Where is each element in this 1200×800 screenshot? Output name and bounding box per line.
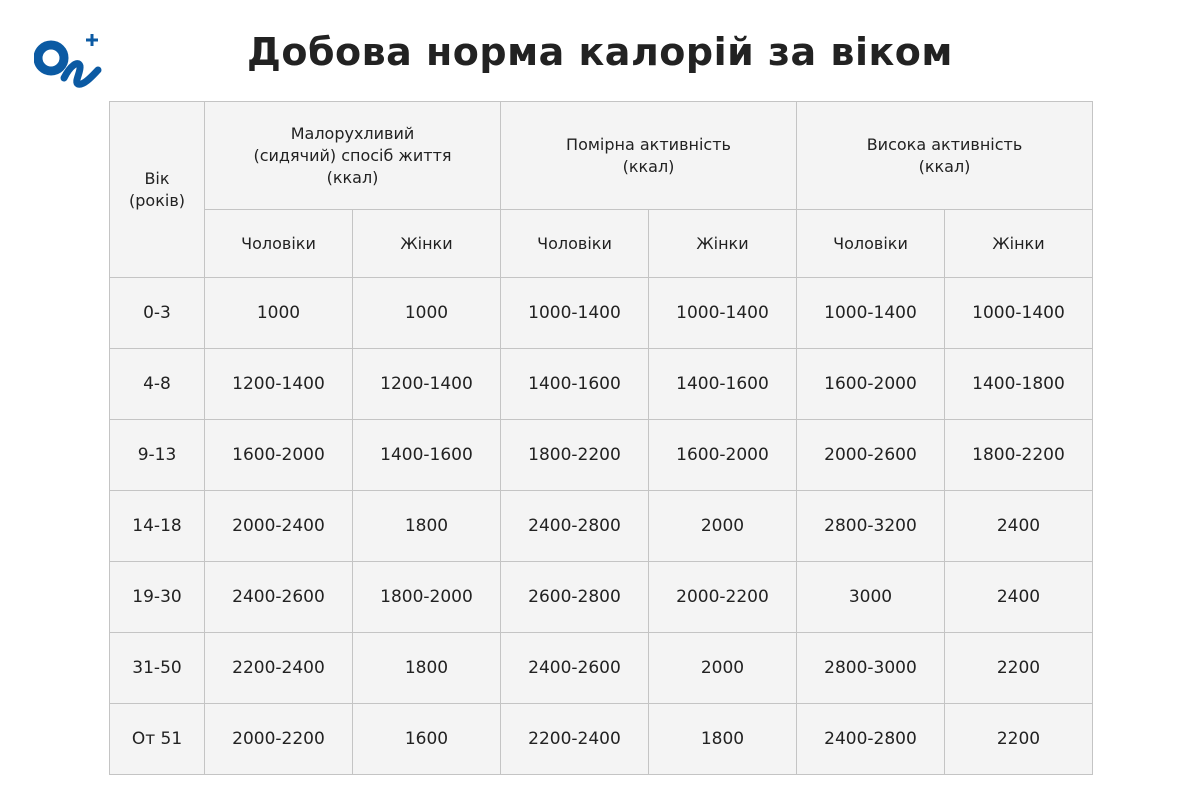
sex-header: Жінки [648,209,797,278]
age-cell: 4-8 [109,348,205,420]
table-row: 0-3 1000 1000 1000-1400 1000-1400 1000-1400 10… [109,277,1093,349]
calorie-cell: 1800-2000 [352,561,501,633]
age-cell: 14-18 [109,490,205,562]
calorie-cell: 2000 [648,490,797,562]
calorie-cell: 1000-1400 [500,277,649,349]
calorie-cell: 1600-2000 [204,419,353,491]
calorie-cell: 1800-2200 [944,419,1093,491]
sex-header: Жінки [352,209,501,278]
calorie-cell: 1000 [352,277,501,349]
calorie-cell: 1600 [352,703,501,775]
calorie-cell: 2200 [944,632,1093,704]
sex-header: Жінки [944,209,1093,278]
age-cell: От 51 [109,703,205,775]
table-row: 31-50 2200-2400 1800 2400-2600 2000 2800-3000… [109,632,1093,704]
calorie-cell: 2200 [944,703,1093,775]
table-row: От 51 2000-2200 1600 2200-2400 1800 2400-2800… [109,703,1093,775]
calorie-cell: 1400-1600 [500,348,649,420]
calorie-cell: 2800-3000 [796,632,945,704]
calorie-cell: 1200-1400 [352,348,501,420]
calorie-cell: 2000-2400 [204,490,353,562]
calorie-cell: 1600-2000 [796,348,945,420]
calorie-cell: 2400 [944,561,1093,633]
age-cell: 31-50 [109,632,205,704]
calorie-cell: 1800 [352,490,501,562]
calorie-cell: 1400-1600 [648,348,797,420]
calorie-cell: 2200-2400 [500,703,649,775]
logo [34,34,102,88]
sex-header: Чоловіки [204,209,353,278]
age-header: Вік (років) [109,101,205,278]
sex-header: Чоловіки [500,209,649,278]
table-row: 19-30 2400-2600 1800-2000 2600-2800 2000-220… [109,561,1093,633]
calorie-cell: 1400-1600 [352,419,501,491]
age-cell: 19-30 [109,561,205,633]
calorie-cell: 2000-2200 [204,703,353,775]
calorie-cell: 2400-2600 [500,632,649,704]
calorie-cell: 1600-2000 [648,419,797,491]
calorie-cell: 2400-2600 [204,561,353,633]
calorie-cell: 2400-2800 [796,703,945,775]
calorie-cell: 1000 [204,277,353,349]
calorie-cell: 2000 [648,632,797,704]
calorie-cell: 1000-1400 [648,277,797,349]
table-row: 9-13 1600-2000 1400-1600 1800-2200 1600-2000… [109,419,1093,491]
calorie-cell: 1800-2200 [500,419,649,491]
calorie-cell: 2400-2800 [500,490,649,562]
sex-header: Чоловіки [796,209,945,278]
age-cell: 9-13 [109,419,205,491]
group-header-high: Висока активність (ккал) [796,101,1093,210]
calorie-cell: 1800 [648,703,797,775]
age-cell: 0-3 [109,277,205,349]
calorie-cell: 2000-2600 [796,419,945,491]
calorie-cell: 2800-3200 [796,490,945,562]
table-row: 4-8 1200-1400 1200-1400 1400-1600 1400-1600 1… [109,348,1093,420]
calorie-cell: 2000-2200 [648,561,797,633]
page-title: Добова норма калорій за віком [247,30,953,74]
calorie-cell: 2200-2400 [204,632,353,704]
calorie-table: Вік (років) Малорухливий (сидячий) спосіб … [109,101,1093,775]
calorie-cell: 1400-1800 [944,348,1093,420]
calorie-cell: 2600-2800 [500,561,649,633]
calorie-cell: 1800 [352,632,501,704]
calorie-cell: 1000-1400 [796,277,945,349]
calorie-cell: 1200-1400 [204,348,353,420]
group-header-sedentary: Малорухливий (сидячий) спосіб життя (ккал) [204,101,501,210]
calorie-cell: 3000 [796,561,945,633]
table-row: 14-18 2000-2400 1800 2400-2800 2000 2800-3200… [109,490,1093,562]
group-header-moderate: Помірна активність (ккал) [500,101,797,210]
calorie-cell: 1000-1400 [944,277,1093,349]
calorie-cell: 2400 [944,490,1093,562]
